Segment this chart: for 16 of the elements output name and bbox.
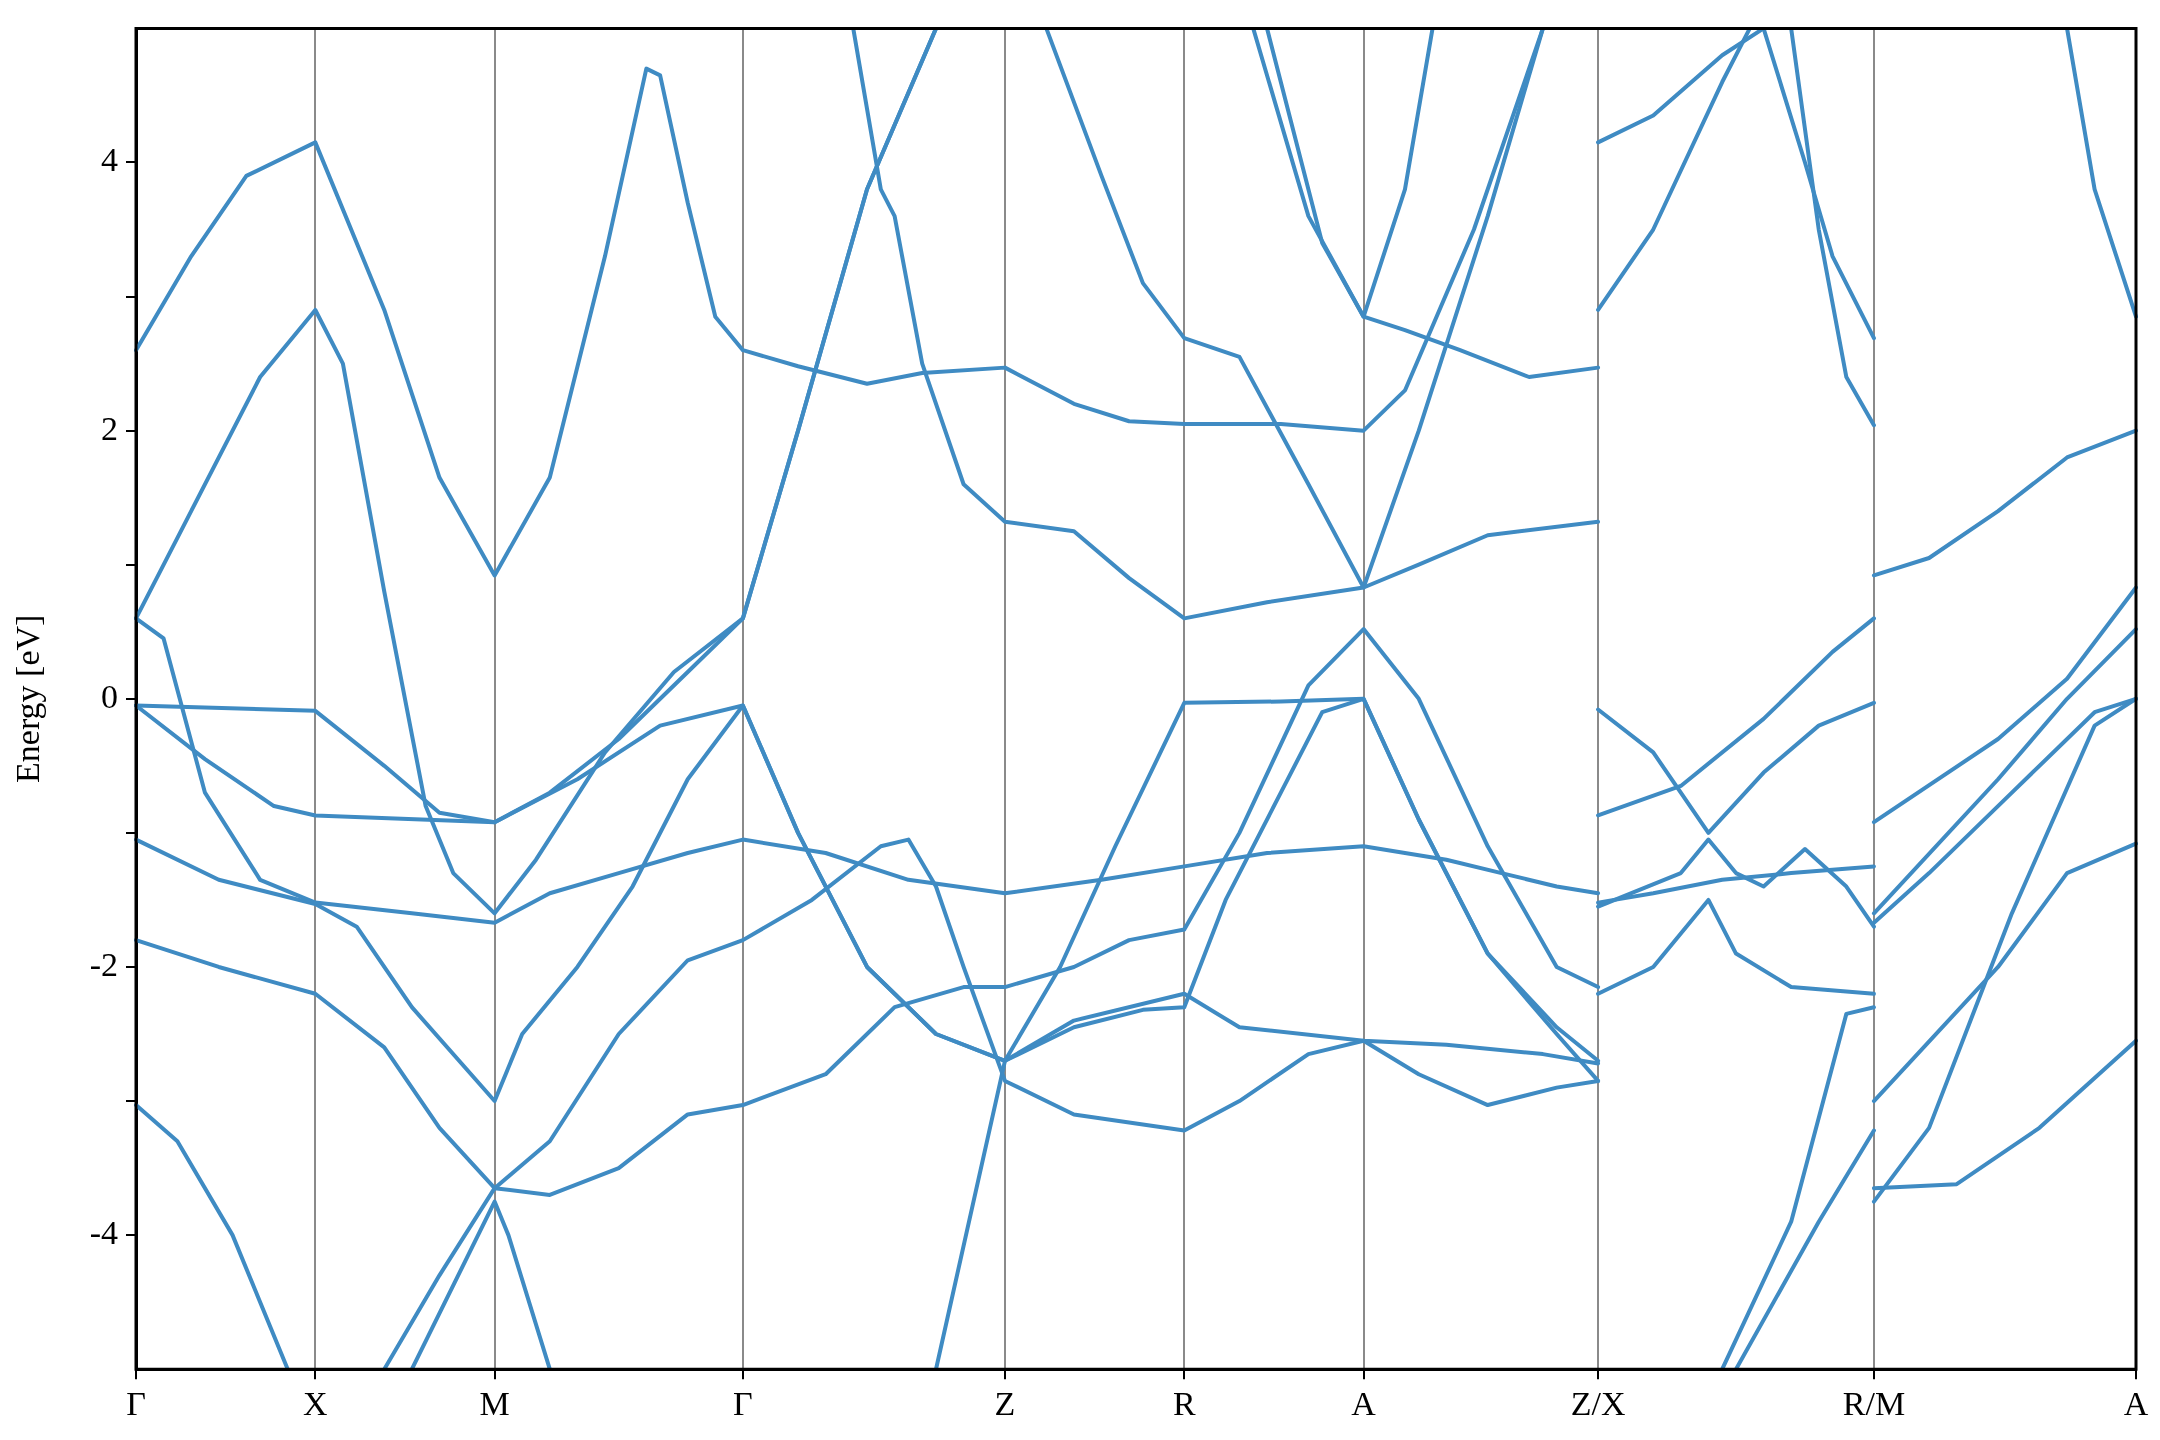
y-tick-label: 4	[101, 141, 118, 179]
x-tick-label: Z	[994, 1384, 1016, 1422]
y-tick-label: 2	[101, 409, 118, 447]
x-tick-label: A	[1351, 1384, 1377, 1422]
x-tick-label: Γ	[733, 1384, 753, 1422]
x-tick-label: Γ	[126, 1384, 146, 1422]
x-tick-label: A	[2123, 1384, 2149, 1422]
y-tick-label: 0	[101, 677, 118, 715]
y-tick-label: -2	[89, 945, 118, 983]
x-tick-label: X	[303, 1384, 328, 1422]
x-tick-label: M	[479, 1384, 510, 1422]
x-tick-label: R/M	[1842, 1384, 1906, 1422]
y-axis-title: Energy [eV]	[9, 614, 47, 783]
x-tick-label: R	[1172, 1384, 1196, 1422]
y-tick-label: -4	[89, 1214, 118, 1252]
x-tick-label: Z/X	[1570, 1384, 1626, 1422]
